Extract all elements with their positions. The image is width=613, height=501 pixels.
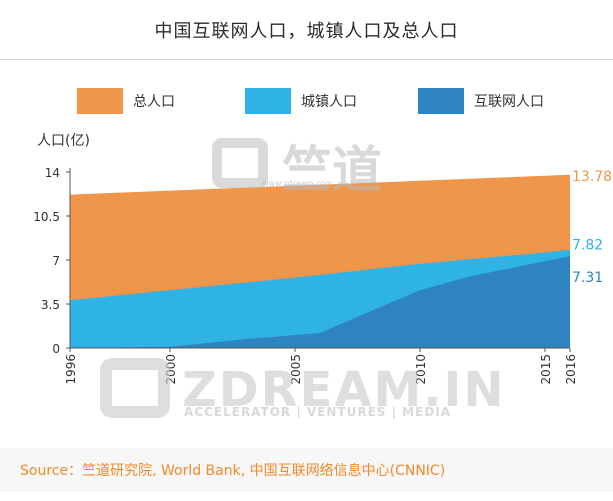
- legend-swatch-total: [77, 88, 123, 114]
- chart-title: 中国互联网人口，城镇人口及总人口: [154, 20, 459, 42]
- data-label-internet: 7.31: [572, 270, 603, 286]
- y-tick-label: 14: [45, 166, 60, 180]
- legend-swatch-urban: [245, 88, 291, 114]
- area-internet: [70, 256, 570, 348]
- y-tick-label: 0: [52, 342, 60, 356]
- legend-label-internet: 互联网人口: [474, 94, 544, 110]
- y-tick-label: 7: [52, 254, 60, 268]
- legend-label-urban: 城镇人口: [301, 94, 357, 110]
- legend: 总人口 城镇人口 互联网人口: [0, 88, 613, 118]
- x-tick-label: 2010: [414, 354, 428, 385]
- data-label-total: 13.78: [572, 169, 612, 185]
- series-layer: [70, 174, 570, 348]
- label-layer: 13.78 7.82 7.31: [572, 169, 612, 286]
- x-tick-label: 2000: [164, 354, 178, 385]
- legend-swatch-internet: [418, 88, 464, 114]
- legend-label-total: 总人口: [133, 94, 175, 110]
- x-tick-label: 1996: [64, 354, 78, 385]
- data-label-urban: 7.82: [572, 238, 603, 254]
- area-chart: 0 3.5 7 10.5 14 1996 2000 2005 2010 2015 2016 13.7…: [33, 166, 612, 385]
- x-tick-label: 2015: [539, 354, 553, 385]
- legend-item-urban: 城镇人口: [245, 88, 357, 114]
- source-text: Source：竺道研究院, World Bank, 中国互联网络信息中心(CNN…: [20, 463, 446, 479]
- y-tick-label: 3.5: [41, 298, 60, 312]
- x-tick-label: 2016: [564, 354, 578, 385]
- y-axis-label: 人口(亿): [37, 133, 90, 149]
- y-tick-label: 10.5: [33, 210, 60, 224]
- legend-item-total: 总人口: [77, 88, 175, 114]
- axis-layer: 0 3.5 7 10.5 14 1996 2000 2005 2010 2015 2016: [33, 166, 578, 385]
- x-tick-label: 2005: [289, 354, 303, 385]
- legend-item-internet: 互联网人口: [418, 88, 544, 114]
- chart-title-bar: 中国互联网人口，城镇人口及总人口: [0, 0, 613, 60]
- source-bar: Source：竺道研究院, World Bank, 中国互联网络信息中心(CNN…: [0, 448, 613, 492]
